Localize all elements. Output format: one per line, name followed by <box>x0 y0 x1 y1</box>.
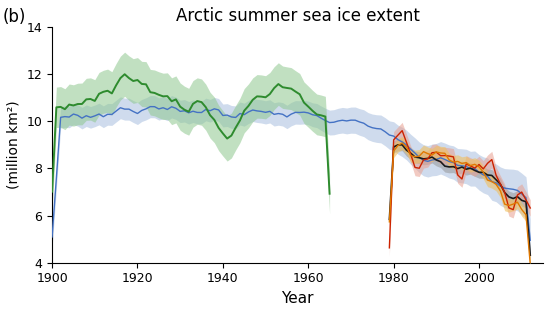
Y-axis label: (million km²): (million km²) <box>7 100 21 189</box>
X-axis label: Year: Year <box>282 291 314 306</box>
Title: Arctic summer sea ice extent: Arctic summer sea ice extent <box>175 7 420 25</box>
Text: (b): (b) <box>3 8 26 26</box>
